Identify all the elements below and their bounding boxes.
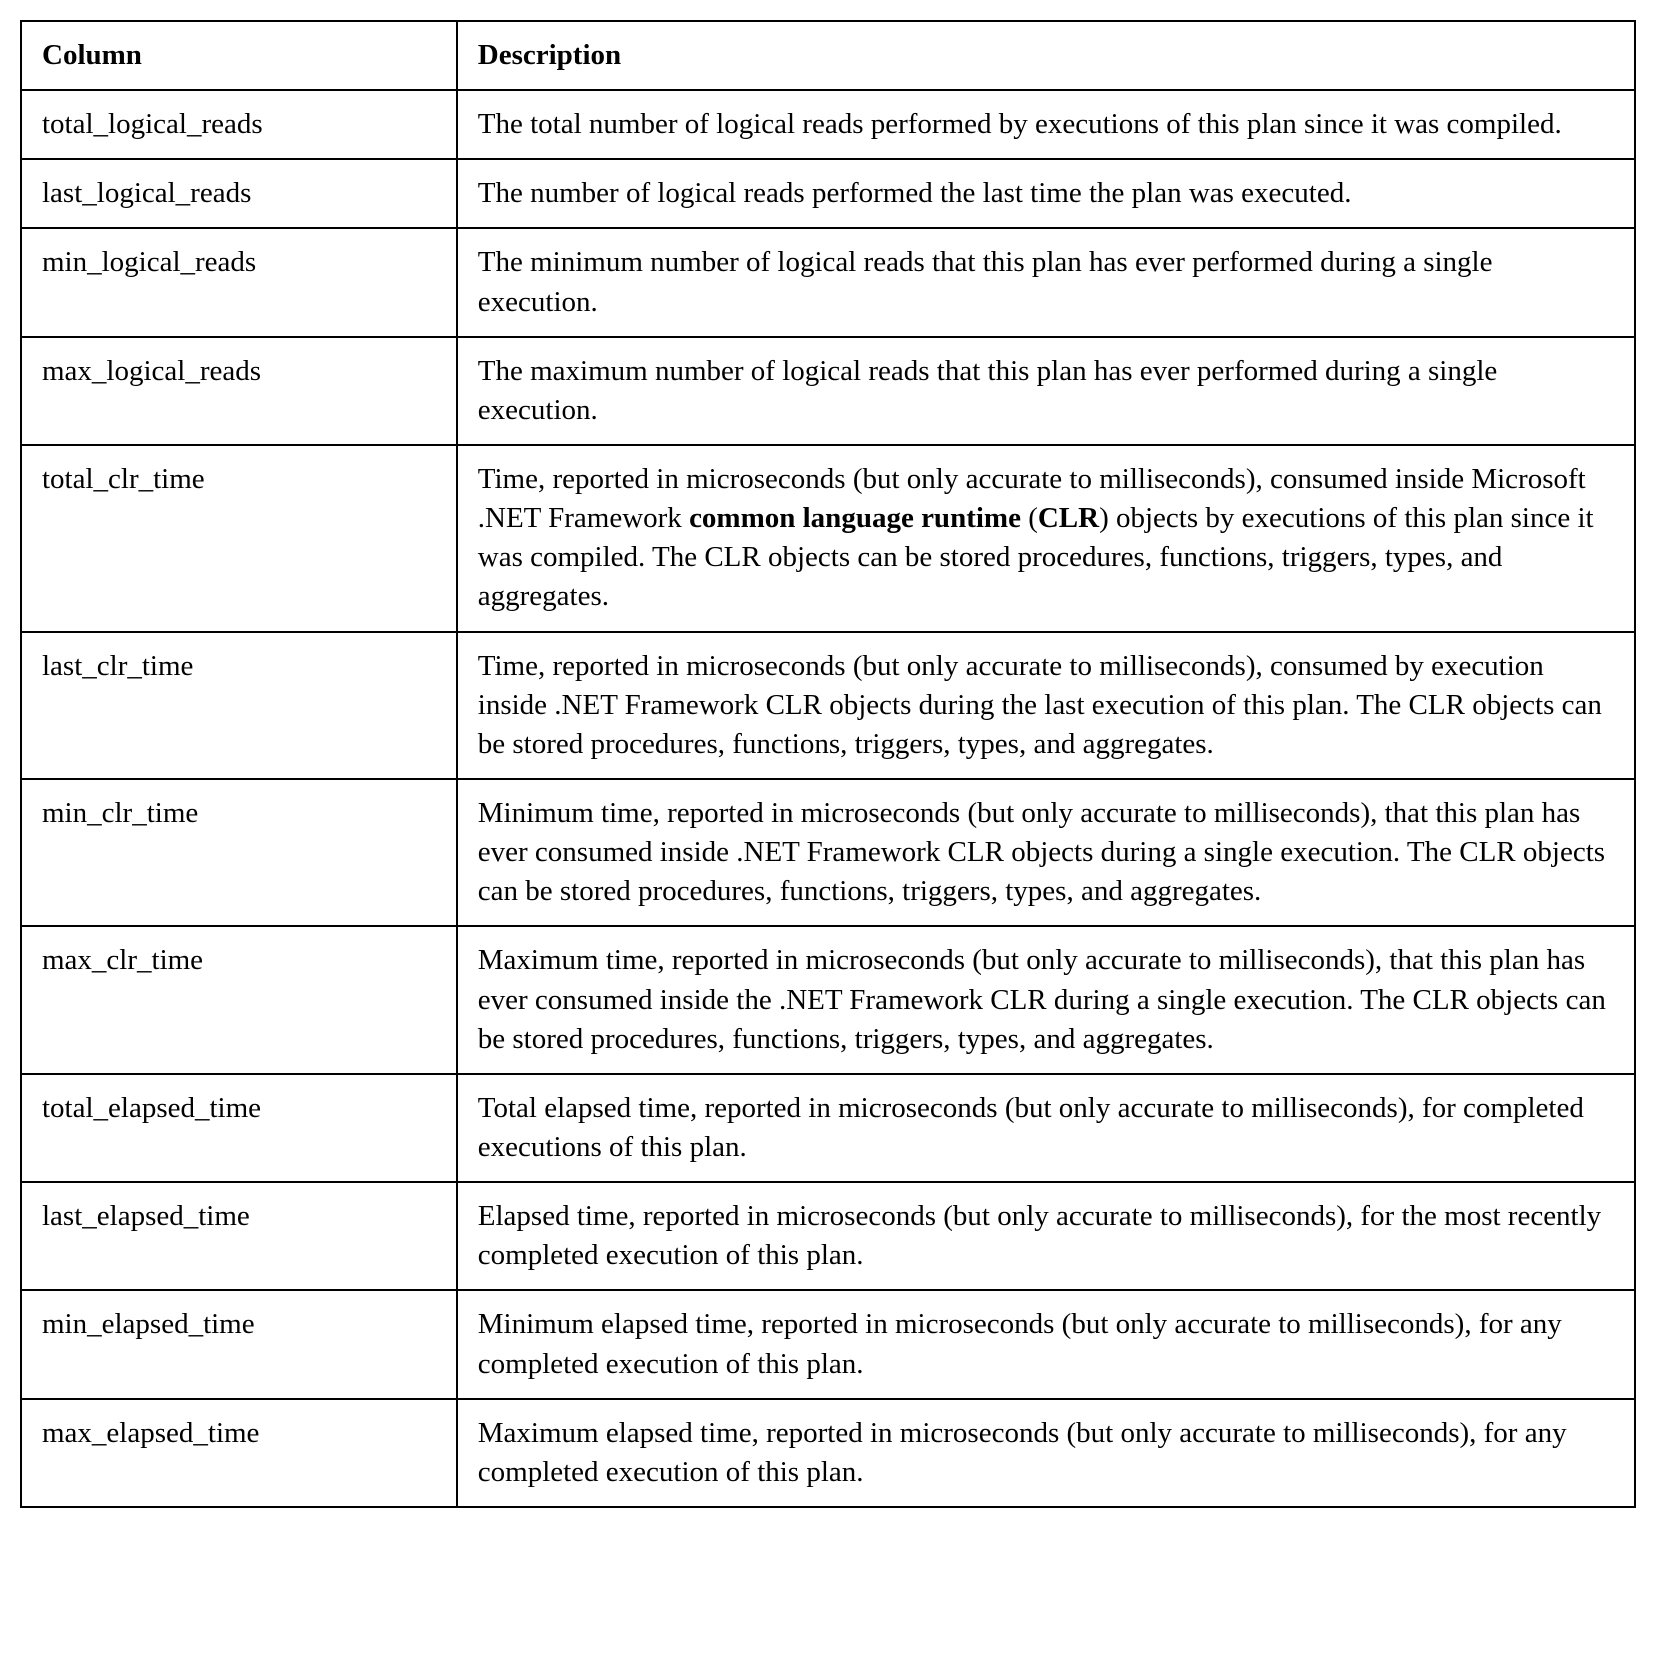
cell-column: max_clr_time — [21, 926, 457, 1073]
table-row: total_clr_timeTime, reported in microsec… — [21, 445, 1635, 632]
cell-description: The total number of logical reads perfor… — [457, 90, 1635, 159]
text-part: ( — [1021, 502, 1038, 534]
cell-column: total_elapsed_time — [21, 1074, 457, 1182]
cell-column: total_clr_time — [21, 445, 457, 632]
table-row: min_clr_timeMinimum time, reported in mi… — [21, 779, 1635, 926]
table-row: total_elapsed_timeTotal elapsed time, re… — [21, 1074, 1635, 1182]
cell-description: Minimum time, reported in microseconds (… — [457, 779, 1635, 926]
table-row: last_elapsed_timeElapsed time, reported … — [21, 1182, 1635, 1290]
bold-text: common language runtime — [689, 502, 1021, 534]
columns-table: Column Description total_logical_readsTh… — [20, 20, 1636, 1508]
cell-description: Time, reported in microseconds (but only… — [457, 445, 1635, 632]
table-row: max_clr_timeMaximum time, reported in mi… — [21, 926, 1635, 1073]
cell-column: min_clr_time — [21, 779, 457, 926]
table-body: total_logical_readsThe total number of l… — [21, 90, 1635, 1507]
cell-description: Minimum elapsed time, reported in micros… — [457, 1290, 1635, 1398]
cell-description: The minimum number of logical reads that… — [457, 228, 1635, 336]
cell-description: Total elapsed time, reported in microsec… — [457, 1074, 1635, 1182]
cell-column: max_elapsed_time — [21, 1399, 457, 1507]
bold-text: CLR — [1038, 502, 1099, 534]
cell-column: last_elapsed_time — [21, 1182, 457, 1290]
cell-description: Maximum time, reported in microseconds (… — [457, 926, 1635, 1073]
table-row: last_logical_readsThe number of logical … — [21, 159, 1635, 228]
table-row: last_clr_timeTime, reported in microseco… — [21, 632, 1635, 779]
header-column: Column — [21, 21, 457, 90]
cell-column: total_logical_reads — [21, 90, 457, 159]
table-header-row: Column Description — [21, 21, 1635, 90]
cell-description: Elapsed time, reported in microseconds (… — [457, 1182, 1635, 1290]
cell-description: The number of logical reads performed th… — [457, 159, 1635, 228]
cell-description: The maximum number of logical reads that… — [457, 337, 1635, 445]
cell-description: Time, reported in microseconds (but only… — [457, 632, 1635, 779]
header-description: Description — [457, 21, 1635, 90]
table-row: min_elapsed_timeMinimum elapsed time, re… — [21, 1290, 1635, 1398]
cell-description: Maximum elapsed time, reported in micros… — [457, 1399, 1635, 1507]
table-row: max_logical_readsThe maximum number of l… — [21, 337, 1635, 445]
table-row: min_logical_readsThe minimum number of l… — [21, 228, 1635, 336]
cell-column: max_logical_reads — [21, 337, 457, 445]
cell-column: last_logical_reads — [21, 159, 457, 228]
table-row: max_elapsed_timeMaximum elapsed time, re… — [21, 1399, 1635, 1507]
table-row: total_logical_readsThe total number of l… — [21, 90, 1635, 159]
cell-column: min_logical_reads — [21, 228, 457, 336]
cell-column: min_elapsed_time — [21, 1290, 457, 1398]
cell-column: last_clr_time — [21, 632, 457, 779]
